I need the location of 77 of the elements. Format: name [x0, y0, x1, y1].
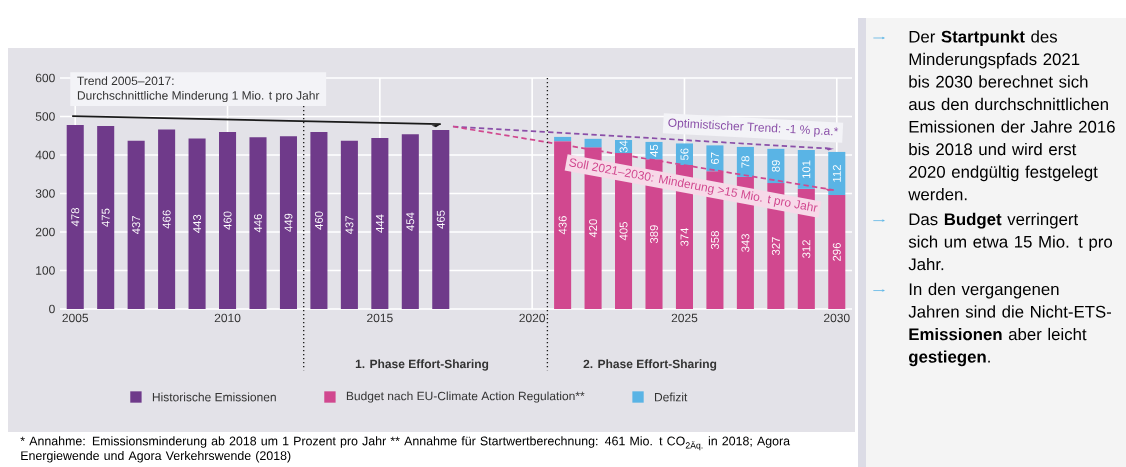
data-label: 465 [436, 210, 445, 229]
bar [340, 140, 358, 309]
data-label: 389 [650, 225, 659, 244]
bar [675, 143, 693, 166]
bar [401, 134, 419, 309]
data-label: 89 [771, 160, 780, 172]
data-label: 112 [832, 165, 841, 182]
data-label: 101 [802, 160, 811, 179]
text: Das Budget verringert sich um etwa 15 Mio. t pro Jahr. [908, 212, 1113, 271]
x-tick-label: 2030 [824, 313, 850, 323]
data-label: 460 [314, 211, 323, 230]
x-tick-label: 2010 [214, 313, 241, 323]
data-label: 67 [710, 152, 719, 164]
bar [736, 146, 754, 177]
text: 2. Phase Effort-Sharing [583, 359, 717, 371]
bar [66, 124, 84, 309]
text: In den vergangenen Jahren sind die Nicht-ETS-Emissionen aber leicht gestiegen. [908, 282, 1112, 367]
data-label: 437 [132, 216, 141, 235]
bar [219, 131, 237, 309]
data-label: 437 [345, 216, 354, 235]
bar [797, 149, 815, 189]
y-tick-label: 200 [35, 227, 55, 237]
x-tick-label: 2005 [62, 313, 89, 323]
data-label: 405 [619, 222, 628, 241]
x-tick-label: 2020 [519, 313, 546, 323]
y-tick-label: 400 [35, 150, 55, 160]
bar [249, 137, 267, 309]
bar [828, 151, 846, 196]
bar [127, 140, 145, 309]
data-label: 444 [375, 214, 384, 233]
data-label: 374 [680, 227, 689, 247]
text: Der Startpunkt des Minderungspfads 2021 bis 2030 berechnet sich aus den durchschnittlichen Emissionen der Jahre 2016 bis 2018 und wird erst 2020 endgültig festgelegt werden. [908, 30, 1115, 201]
bar [371, 138, 389, 309]
legend-label: Defizit [654, 392, 688, 402]
bar [158, 129, 176, 309]
data-label: 56 [680, 148, 689, 161]
bar [310, 131, 328, 309]
bar [554, 136, 572, 142]
data-label: 358 [710, 231, 719, 250]
x-tick-label: 2025 [671, 313, 698, 323]
data-label: 436 [558, 216, 567, 235]
data-label: 296 [832, 243, 841, 261]
y-tick-label: 600 [35, 73, 55, 83]
legend-label: Historische Emissionen [152, 392, 276, 402]
y-tick-label: 500 [35, 112, 55, 121]
bar [584, 138, 602, 148]
bar [188, 138, 206, 309]
annotation: Optimistischer Trend: -1 % p.a.* [668, 118, 839, 137]
data-label: 312 [802, 240, 811, 258]
bar [828, 195, 846, 309]
annotation: Durchschnittliche Minderung 1 Mio. t pro Jahr [77, 90, 320, 103]
data-label: 478 [71, 208, 80, 227]
data-label: 45 [650, 144, 658, 157]
data-label: 449 [284, 213, 293, 232]
data-label: 460 [223, 211, 232, 230]
data-label: 343 [741, 234, 750, 252]
data-label: 34 [619, 140, 628, 153]
data-label: 466 [162, 210, 171, 229]
y-tick-label: 100 [36, 266, 55, 275]
data-label: 443 [193, 214, 202, 233]
y-tick-label: 300 [35, 189, 55, 198]
x-tick-label: 2015 [367, 313, 393, 323]
annotation: Trend 2005–2017: [77, 76, 174, 86]
data-label: 420 [589, 219, 598, 238]
y-tick-label: 0 [49, 304, 55, 314]
data-label: 78 [741, 156, 750, 168]
data-label: 446 [254, 214, 263, 233]
bar [97, 126, 115, 309]
text: 1. Phase Effort-Sharing [355, 359, 489, 371]
bar [279, 136, 297, 309]
text: * Annahme: Emissionsminderung ab 2018 um 1 Prozent pro Jahr ** Annahme für Startwertberechnung: 461 Mio. t CO$_{2Äq.}$ in 2018; Agora Energiewende und Agora Verkehrswende (2018) [20, 436, 791, 463]
legend-label: Budget nach EU-Climate Action Regulation** [346, 391, 585, 403]
data-label: 475 [101, 208, 110, 227]
data-label: 454 [406, 212, 415, 231]
bar [645, 141, 663, 160]
bar [706, 145, 724, 172]
data-label: 327 [771, 237, 780, 256]
